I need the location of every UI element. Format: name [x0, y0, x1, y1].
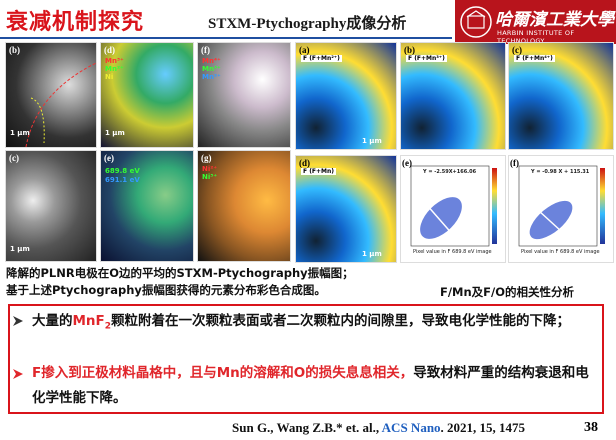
panel-f: (f) Mn⁴⁺ Mn³⁺ Mn²⁺	[197, 42, 291, 148]
caption-right: F/Mn及F/O的相关性分析	[440, 285, 575, 299]
formula: MnF	[72, 313, 105, 329]
highlight: F掺入到正极材料晶格中，且与Mn的溶解和O的损失息息相关，	[32, 365, 414, 381]
panel-ra: (a) F (F+Mn²⁺) 1 μm	[295, 42, 397, 150]
subtitle: STXM-Ptychography成像分析	[208, 16, 407, 32]
bullet-arrow	[13, 316, 23, 326]
bullet-arrow	[13, 369, 23, 379]
panel-d: (d) Mn³⁺ Mn²⁺ Ni 1 μm	[100, 42, 194, 148]
citation-rest: . 2021, 15, 1475	[440, 420, 526, 435]
panel-label: (d)	[299, 158, 310, 168]
panel-label: (g)	[201, 153, 212, 163]
summary-box: 大量的MnF2颗粒附着在一次颗粒表面或者二次颗粒内的间隙里，导致电化学性能的下降…	[8, 304, 604, 414]
scale-label: 1 μm	[10, 245, 30, 253]
panel-label: (b)	[404, 45, 415, 55]
panel-label: (e)	[402, 158, 412, 168]
panel-tag: F (F+Mn)	[301, 168, 337, 175]
panel-rf: (f) Y = -0.98 X + 115.31 Pixel value in …	[508, 155, 614, 263]
legend-item: Mn⁴⁺	[202, 57, 221, 65]
panel-label: (a)	[299, 45, 310, 55]
scale-label: 1 μm	[362, 250, 382, 258]
panel-tag: F (F+Mn²⁺)	[301, 55, 342, 62]
bullet-2: F掺入到正极材料晶格中，且与Mn的溶解和O的损失息息相关，导致材料严重的结构衰退…	[32, 361, 592, 411]
page-number: 38	[584, 420, 598, 435]
panel-label: (f)	[510, 158, 519, 168]
legend-item: Mn²⁺	[105, 65, 124, 73]
panel-rb: (b) F (F+Mn³⁺)	[400, 42, 506, 150]
scale-label: 1 μm	[10, 129, 30, 137]
panel-label: (b)	[9, 45, 20, 55]
legend-item: Mn³⁺	[202, 65, 221, 73]
panel-c: (c) 1 μm	[5, 150, 97, 262]
panel-g: (g) Ni²⁺ Ni³⁺	[197, 150, 291, 262]
panel-rc: (c) F (F+Mn⁴⁺)	[508, 42, 614, 150]
legend-item: Ni²⁺	[202, 165, 218, 173]
scale-label: 1 μm	[105, 129, 125, 137]
text: 导致材料严重的结构衰退和电化学性能下降。	[32, 365, 589, 406]
legend-item: Mn³⁺	[105, 57, 124, 65]
legend-item: Ni	[105, 73, 114, 81]
fit-equation: Y = -0.98 X + 115.31	[531, 169, 590, 175]
legend-item: 691.1 eV	[105, 176, 140, 184]
panel-b: (b) 1 μm	[5, 42, 97, 148]
formula-sub: 2	[104, 321, 112, 332]
panel-b-overlay	[25, 62, 96, 147]
citation: Sun G., Wang Z.B.* et. al., ACS Nano. 20…	[232, 420, 525, 436]
fit-equation: Y = -2.59X+166.06	[423, 169, 477, 175]
caption-left-2: 基于上述Ptychography振幅图获得的元素分布彩色合成图。	[6, 283, 326, 297]
panel-label: (d)	[104, 45, 115, 55]
scale-label: 1 μm	[362, 137, 382, 145]
logo: 哈爾濱工業大學 HARBIN INSTITUTE OF TECHNOLOGY	[455, 0, 616, 45]
panel-tag: F (F+Mn⁴⁺)	[514, 55, 555, 62]
header-rule	[0, 37, 452, 39]
panel-re: (e) Y = -2.59X+166.06 Pixel value in F 6…	[400, 155, 506, 263]
panel-label: (f)	[201, 45, 210, 55]
bullet-1: 大量的MnF2颗粒附着在一次颗粒表面或者二次颗粒内的间隙里，导致电化学性能的下降…	[32, 309, 592, 340]
logo-cn: 哈爾濱工業大學	[495, 10, 614, 30]
panel-rd: (d) F (F+Mn) 1 μm	[295, 155, 397, 263]
scatter-drawing	[518, 165, 605, 247]
panel-tag: F (F+Mn³⁺)	[406, 55, 447, 62]
caption-left-1: 降解的PLNR电极在O边的平均的STXM-Ptychography振幅图；	[6, 266, 354, 280]
scatter-drawing	[410, 165, 497, 247]
x-axis-label: Pixel value in F 689.8 eV image	[413, 249, 492, 255]
slide-title: 衰减机制探究	[6, 10, 145, 35]
legend-item: Mn²⁺	[202, 73, 221, 81]
panel-label: (e)	[104, 153, 114, 163]
panel-label: (c)	[512, 45, 522, 55]
panel-e: (e) 689.8 eV 691.1 eV	[100, 150, 194, 262]
legend-item: 689.8 eV	[105, 167, 140, 175]
authors: Sun G., Wang Z.B.* et. al.,	[232, 420, 382, 435]
text: 颗粒附着在一次颗粒表面或者二次颗粒内的间隙里，导致电化学性能的下降；	[111, 313, 571, 329]
logo-en: HARBIN INSTITUTE OF TECHNOLOGY	[497, 29, 575, 45]
panel-label: (c)	[9, 153, 19, 163]
text: 大量的	[32, 313, 73, 329]
legend-item: Ni³⁺	[202, 173, 218, 181]
logo-emblem	[460, 6, 492, 38]
x-axis-label: Pixel value in F 689.8 eV image	[521, 249, 600, 255]
journal[interactable]: ACS Nano	[381, 420, 441, 435]
